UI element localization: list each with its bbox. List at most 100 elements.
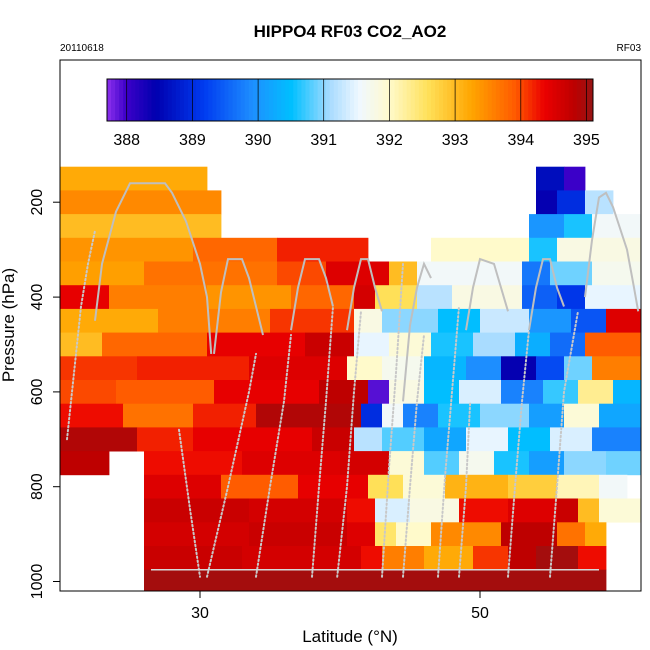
- colorbar-swatch: [394, 79, 400, 121]
- flight-profile-dotted: [178, 428, 201, 578]
- colorbar-swatch: [155, 79, 161, 121]
- heatmap-cell: [144, 546, 243, 571]
- colorbar-tick-label: 392: [376, 132, 403, 149]
- heatmap-cell: [557, 190, 586, 215]
- heatmap-cell: [578, 546, 607, 571]
- colorbar-swatch: [358, 79, 363, 121]
- colorbar-swatch: [188, 79, 193, 121]
- heatmap-cell: [501, 522, 558, 547]
- colorbar-swatch: [495, 79, 501, 121]
- heatmap-cell: [564, 214, 593, 239]
- heatmap-cell: [354, 308, 383, 333]
- colorbar-tick-label: 389: [179, 132, 206, 149]
- colorbar-swatch: [337, 79, 343, 121]
- colorbar-swatch: [107, 79, 112, 121]
- heatmap-cell: [536, 166, 565, 191]
- heatmap-cell: [522, 285, 558, 310]
- heatmap-cell: [473, 332, 516, 357]
- heatmap-cell: [193, 427, 313, 452]
- x-axis: 30 50: [191, 591, 489, 622]
- colorbar-swatch: [588, 79, 594, 121]
- colorbar-swatch: [350, 79, 355, 121]
- heatmap-cell: [459, 498, 509, 523]
- colorbar-swatch: [179, 79, 185, 121]
- heatmap-cell: [508, 474, 558, 499]
- heatmap-cell: [60, 285, 110, 310]
- colorbar-swatch: [281, 79, 286, 121]
- colorbar-swatch: [301, 79, 306, 121]
- colorbar-tick-label: 388: [113, 132, 140, 149]
- colorbar-swatch: [175, 79, 181, 121]
- heatmap-cell: [242, 451, 341, 476]
- heatmap-cell: [249, 356, 348, 381]
- heatmap-cell: [375, 285, 418, 310]
- heatmap-cell: [529, 403, 565, 428]
- heatmap-cell: [564, 403, 600, 428]
- flight-profile-dotted: [507, 329, 530, 578]
- flight-profile-dotted: [336, 310, 362, 578]
- colorbar-swatch: [455, 79, 460, 121]
- colorbar-swatch: [143, 79, 148, 121]
- colorbar-swatch: [499, 79, 505, 121]
- heatmap-cell: [193, 237, 278, 262]
- heatmap-cell: [424, 451, 460, 476]
- heatmap-cell: [445, 474, 509, 499]
- heatmap-cell: [536, 356, 565, 381]
- heatmap-cell: [144, 451, 243, 476]
- heatmap-cell: [557, 285, 586, 310]
- flight-profile-solid: [290, 258, 334, 331]
- colorbar-swatch: [467, 79, 472, 121]
- heatmap-cell: [60, 308, 159, 333]
- colorbar-swatch: [325, 79, 331, 121]
- colorbar-swatch: [204, 79, 209, 121]
- colorbar-swatch: [240, 79, 246, 121]
- heatmap-cell: [515, 332, 551, 357]
- colorbar-swatch: [309, 79, 315, 121]
- heatmap-cell: [550, 427, 593, 452]
- flight-profile-dotted: [402, 334, 425, 578]
- heatmap-cell: [144, 522, 250, 547]
- heatmap-cell: [60, 451, 110, 476]
- flight-profile-dotted: [437, 305, 460, 578]
- heatmap-cell: [431, 237, 530, 262]
- y-axis: 200 400 600 800 1000: [29, 189, 60, 600]
- heatmap-cell: [137, 356, 250, 381]
- heatmap-cell: [368, 474, 404, 499]
- heatmap-cell: [417, 261, 523, 286]
- heatmap-cell: [221, 474, 299, 499]
- heatmap-cell: [60, 427, 138, 452]
- colorbar-swatch: [345, 79, 351, 121]
- heatmap-cell: [417, 285, 453, 310]
- heatmap-cell: [137, 427, 194, 452]
- y-tick-label: 1000: [29, 564, 46, 600]
- heatmap-cell: [382, 546, 425, 571]
- colorbar-swatch: [382, 79, 387, 121]
- flight-label: RF03: [617, 43, 642, 54]
- colorbar-tick-label: 394: [507, 132, 534, 149]
- colorbar-swatch: [362, 79, 367, 121]
- colorbar-swatch: [374, 79, 379, 121]
- colorbar-swatch: [252, 79, 258, 121]
- colorbar-swatch: [556, 79, 562, 121]
- heatmap-cell: [403, 403, 439, 428]
- colorbar-swatch: [305, 79, 310, 121]
- heatmap-cell: [354, 332, 390, 357]
- colorbar-swatch: [232, 79, 238, 121]
- colorbar-swatch: [544, 79, 549, 121]
- colorbar-swatch: [131, 79, 136, 121]
- x-axis-label: Latitude (°N): [302, 627, 398, 646]
- heatmap-cell: [550, 261, 593, 286]
- colorbar-swatch: [171, 79, 177, 121]
- colorbar-swatch: [354, 79, 359, 121]
- heatmap-cell: [452, 285, 523, 310]
- colorbar-swatch: [447, 79, 452, 121]
- colorbar-swatch: [443, 79, 448, 121]
- heatmap-cell: [361, 546, 383, 571]
- colorbar-swatch: [560, 79, 566, 121]
- heatmap-cell: [144, 474, 222, 499]
- heatmap-cell: [529, 237, 558, 262]
- colorbar-swatch: [414, 79, 420, 121]
- colorbar-swatch: [123, 79, 128, 121]
- heatmap-cell: [354, 285, 376, 310]
- heatmap-cell: [585, 285, 641, 310]
